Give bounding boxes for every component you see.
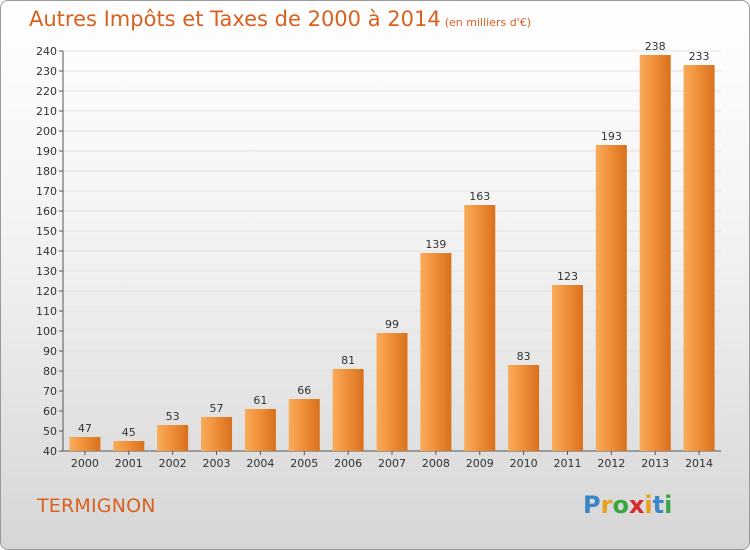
value-label: 139 — [425, 238, 446, 251]
bar-2008 — [420, 253, 452, 451]
logo-letter: P — [583, 491, 601, 519]
y-tick-label: 50 — [43, 425, 57, 438]
value-label: 45 — [122, 426, 136, 439]
bars — [69, 55, 715, 451]
value-label: 163 — [469, 190, 490, 203]
y-tick-label: 130 — [36, 265, 57, 278]
y-tick-label: 60 — [43, 405, 57, 418]
x-tick-label: 2006 — [334, 457, 362, 470]
x-tick-label: 2008 — [422, 457, 450, 470]
value-label: 238 — [645, 40, 666, 53]
value-label: 61 — [253, 394, 267, 407]
logo-letter: i — [664, 491, 673, 519]
chart-title-text: Autres Impôts et Taxes de 2000 à 2014 — [29, 7, 441, 31]
logo-letter: i — [644, 491, 653, 519]
value-label: 81 — [341, 354, 355, 367]
value-label: 123 — [557, 270, 578, 283]
proxiti-logo[interactable]: Proxiti — [583, 491, 672, 519]
bar-2014 — [683, 65, 715, 451]
x-tick-label: 2013 — [641, 457, 669, 470]
value-label: 99 — [385, 318, 399, 331]
y-tick-label: 70 — [43, 385, 57, 398]
logo-letter: r — [600, 491, 613, 519]
bar-2005 — [288, 399, 320, 451]
bar-2009 — [464, 205, 496, 451]
logo-letter: t — [652, 491, 665, 519]
y-tick-label: 120 — [36, 285, 57, 298]
y-tick-label: 230 — [36, 65, 57, 78]
value-label: 83 — [517, 350, 531, 363]
x-tick-label: 2001 — [115, 457, 143, 470]
bar-2010 — [508, 365, 540, 451]
y-tick-label: 40 — [43, 445, 57, 458]
y-tick-label: 200 — [36, 125, 57, 138]
bar-2012 — [595, 145, 627, 451]
y-tick-label: 170 — [36, 185, 57, 198]
y-tick-label: 90 — [43, 345, 57, 358]
value-label: 193 — [601, 130, 622, 143]
value-label: 57 — [210, 402, 224, 415]
x-tick-label: 2012 — [597, 457, 625, 470]
y-tick-label: 140 — [36, 245, 57, 258]
y-tick-label: 150 — [36, 225, 57, 238]
value-labels: 47 45 53 57 61 66 81 99 139 163 83 123 193 238 233 — [78, 40, 710, 439]
bar-2000 — [69, 437, 101, 451]
x-tick-label: 2014 — [685, 457, 713, 470]
bar-2001 — [113, 441, 145, 451]
x-tick-label: 2005 — [290, 457, 318, 470]
x-tick-label: 2010 — [510, 457, 538, 470]
x-tick-label: 2007 — [378, 457, 406, 470]
x-tick-label: 2000 — [71, 457, 99, 470]
x-tick-label: 2004 — [246, 457, 274, 470]
y-tick-label: 80 — [43, 365, 57, 378]
bar-2013 — [639, 55, 671, 451]
y-tick-label: 210 — [36, 105, 57, 118]
x-tick-label: 2011 — [553, 457, 581, 470]
bar-2003 — [201, 417, 233, 451]
value-label: 233 — [689, 50, 710, 63]
y-tick-label: 160 — [36, 205, 57, 218]
chart-title: Autres Impôts et Taxes de 2000 à 2014 (en… — [29, 7, 531, 31]
value-label: 53 — [166, 410, 180, 423]
bar-2006 — [332, 369, 364, 451]
commune-name: TERMIGNON — [37, 495, 156, 517]
value-label: 47 — [78, 422, 92, 435]
y-tick-label: 110 — [36, 305, 57, 318]
bar-2004 — [244, 409, 276, 451]
y-tick-label: 220 — [36, 85, 57, 98]
logo-letter: o — [612, 491, 629, 519]
chart-subtitle: (en milliers d'€) — [444, 16, 531, 29]
value-label: 66 — [297, 384, 311, 397]
y-tick-label: 190 — [36, 145, 57, 158]
x-tick-label: 2003 — [203, 457, 231, 470]
bar-2007 — [376, 333, 408, 451]
bar-2011 — [551, 285, 583, 451]
y-tick-label: 100 — [36, 325, 57, 338]
x-tick-label: 2002 — [159, 457, 187, 470]
y-tick-label: 180 — [36, 165, 57, 178]
bar-2002 — [157, 425, 189, 451]
y-tick-label: 240 — [36, 45, 57, 58]
x-tick-label: 2009 — [466, 457, 494, 470]
logo-letter: x — [628, 491, 645, 519]
